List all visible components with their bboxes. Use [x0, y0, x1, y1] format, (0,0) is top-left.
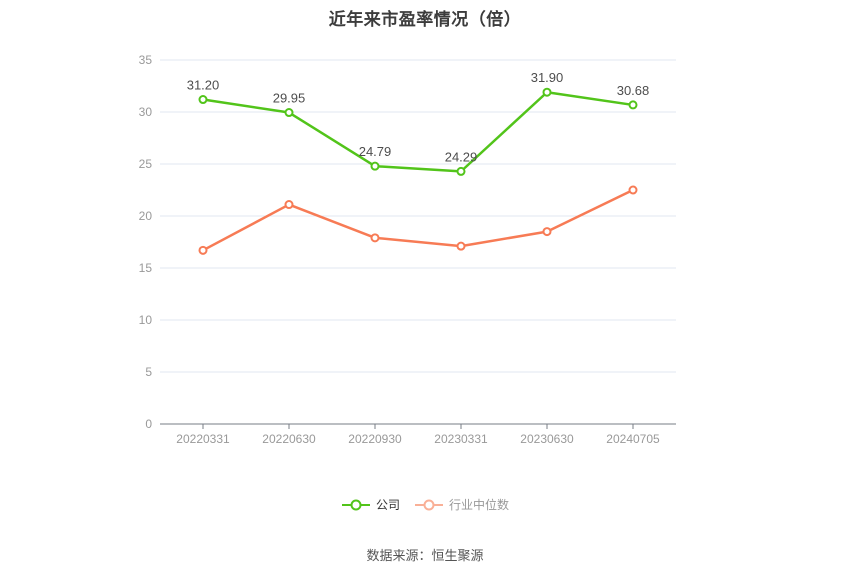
data-point-label: 24.79: [359, 144, 392, 159]
data-point: [628, 185, 638, 195]
x-axis-tick-label: 20230630: [520, 432, 574, 446]
data-point-label: 30.68: [617, 83, 650, 98]
chart-title: 近年来市盈率情况（倍）: [328, 10, 522, 29]
data-point-label: 24.29: [445, 149, 478, 164]
x-axis-tick-label: 20230331: [434, 432, 488, 446]
data-point-label: 31.20: [187, 78, 220, 93]
y-axis-tick-label: 15: [139, 261, 153, 275]
data-point: [370, 161, 380, 171]
data-point: [542, 227, 552, 237]
y-axis-tick-label: 0: [145, 417, 152, 431]
data-point: [284, 200, 294, 210]
y-axis-tick-label: 10: [139, 313, 153, 327]
industry-median-series-line: [201, 188, 635, 252]
data-point: [284, 108, 294, 118]
y-axis-tick-label: 30: [139, 105, 153, 119]
legend-item-company[interactable]: 公司: [341, 496, 400, 513]
y-axis-tick-label: 20: [139, 209, 153, 223]
data-point: [198, 95, 208, 105]
y-axis-tick-label: 35: [139, 53, 153, 67]
x-axis-tick-label: 20240705: [606, 432, 660, 446]
data-point: [456, 166, 466, 176]
data-point-label: 31.90: [531, 70, 564, 85]
data-point: [542, 87, 552, 97]
pe-ratio-line-chart: 0 5 10 15 20 25 30 35 20220331 20220630 20220930 20…: [139, 53, 676, 446]
data-point: [456, 241, 466, 251]
legend-label-industry-median: 行业中位数: [449, 498, 510, 512]
y-axis-tick-label: 25: [139, 157, 153, 171]
data-point: [370, 233, 380, 243]
data-point: [628, 100, 638, 110]
company-legend-marker-icon: [341, 499, 370, 510]
y-axis-tick-label: 5: [145, 365, 152, 379]
chart-legend: 公司 行业中位数: [0, 496, 850, 513]
x-axis-tick-label: 20220331: [176, 432, 230, 446]
industry-median-legend-marker-icon: [415, 499, 443, 510]
data-point: [198, 245, 208, 255]
data-point-label: 29.95: [273, 91, 306, 106]
legend-item-industry-median[interactable]: 行业中位数: [414, 496, 509, 513]
x-axis-tick-label: 20220630: [262, 432, 316, 446]
company-series-line: [201, 90, 635, 173]
x-axis-tick-label: 20220930: [348, 432, 402, 446]
legend-label-company: 公司: [375, 498, 400, 512]
data-source-note: 数据来源：恒生聚源: [366, 548, 484, 563]
